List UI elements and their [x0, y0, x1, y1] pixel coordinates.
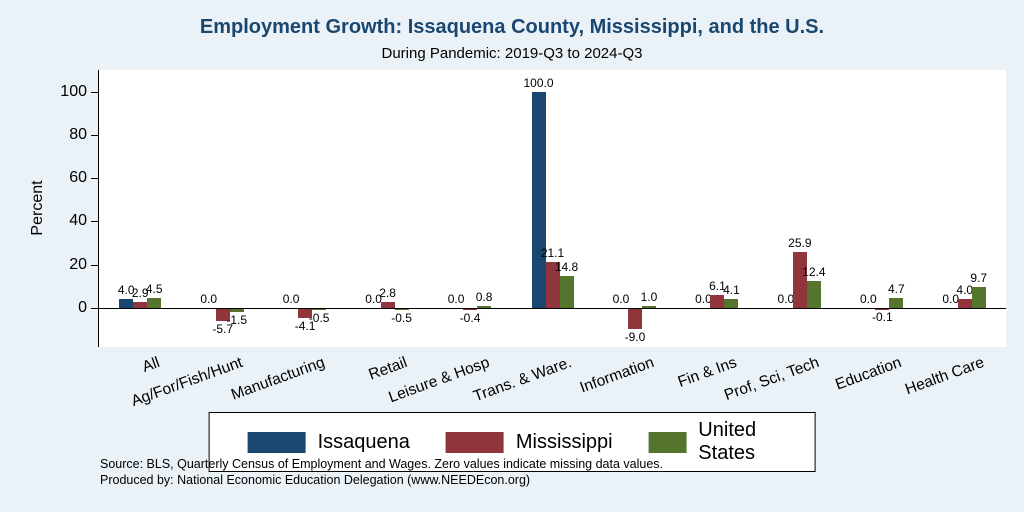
y-tick-mark: [91, 91, 99, 93]
y-tick-label: 100: [60, 82, 87, 100]
bar-value-label: -0.5: [308, 311, 330, 326]
bar-value-label: 0.0: [447, 292, 465, 307]
bar-united-states-ag-for-fish-hunt: [229, 309, 244, 313]
bar-united-states-retail: [394, 309, 409, 311]
bar-value-label: 0.0: [695, 292, 712, 307]
bar-mississippi-trans-ware: [545, 262, 560, 309]
bar-value-label: 0.0: [942, 292, 960, 307]
y-tick-mark: [91, 221, 99, 223]
x-category-label: Manufacturing: [228, 354, 327, 404]
bar-value-label: 100.0: [523, 75, 554, 90]
legend-item-united-states: United States: [648, 419, 777, 465]
legend-swatch-issaquena: [247, 431, 306, 453]
legend: Issaquena Mississippi United States: [208, 412, 816, 472]
y-tick-mark: [91, 178, 99, 180]
bar-value-label: 0.0: [859, 292, 877, 307]
bar-value-label: -0.5: [391, 311, 412, 326]
bar-mississippi-information: [627, 309, 642, 329]
bar-issaquena-trans-ware: [531, 91, 546, 309]
bar-value-label: 4.7: [887, 281, 905, 296]
chart-subtitle: During Pandemic: 2019-Q3 to 2024-Q3: [381, 45, 643, 62]
bar-value-label: 4.5: [145, 282, 163, 297]
y-tick-label: 40: [69, 212, 87, 230]
y-tick-mark: [91, 308, 99, 310]
bar-value-label: 0.0: [200, 292, 218, 307]
bar-value-label: 2.8: [379, 285, 396, 300]
y-tick-label: 0: [78, 299, 87, 317]
bar-value-label: 4.0: [117, 283, 135, 298]
bar-value-label: 0.0: [777, 292, 795, 307]
y-tick-label: 20: [69, 255, 87, 273]
bar-value-label: 21.1: [540, 246, 565, 261]
bar-mississippi-manufacturing: [298, 309, 313, 318]
bar-value-label: -4.1: [294, 318, 316, 333]
bar-united-states-leisure-hosp: [477, 306, 492, 309]
bar-value-label: 0.0: [282, 292, 300, 307]
legend-label-mississippi: Mississippi: [515, 430, 613, 453]
bar-value-label: 9.7: [970, 271, 988, 286]
bar-mississippi-fin-ins: [710, 294, 725, 309]
y-tick-label: 60: [69, 169, 87, 187]
legend-item-mississippi: Mississippi: [445, 430, 613, 454]
x-category-label: Education: [833, 354, 905, 394]
bar-mississippi-ag-for-fish-hunt: [215, 309, 230, 322]
bar-value-label: -0.4: [459, 310, 481, 325]
bar-united-states-manufacturing: [312, 309, 327, 311]
bar-value-label: 25.9: [788, 235, 812, 250]
x-category-label: All: [140, 354, 163, 376]
bar-value-label: 14.8: [554, 260, 579, 275]
legend-item-issaquena: Issaquena: [247, 430, 410, 454]
bar-value-label: 6.1: [709, 278, 726, 293]
bar-united-states-fin-ins: [724, 299, 739, 309]
y-tick-mark: [91, 134, 99, 136]
bar-value-label: 4.0: [956, 283, 974, 298]
bar-mississippi-health-care: [957, 299, 972, 309]
legend-swatch-mississippi: [445, 431, 504, 453]
y-tick-label: 80: [69, 125, 87, 143]
bar-value-label: 0.0: [365, 292, 382, 307]
bar-value-label: 12.4: [802, 265, 826, 280]
x-category-label: Health Care: [903, 354, 987, 399]
chart-title: Employment Growth: Issaquena County, Mis…: [199, 16, 825, 38]
legend-swatch-united-states: [648, 431, 687, 453]
bar-mississippi-prof-sci-tech: [792, 251, 807, 309]
bar-mississippi-retail: [380, 301, 395, 309]
plot-area: 0 20 40 60 80 100 All 4.0 2.9 4.5 Ag/For/Fish/Hunt…: [60, 70, 1006, 410]
bar-mississippi-all: [133, 301, 148, 309]
bar-value-label: 2.9: [131, 285, 149, 300]
x-category-label: Retail: [366, 354, 410, 384]
x-axis-line: [99, 308, 1006, 310]
source-note: Source: BLS, Quarterly Census of Employm…: [100, 457, 664, 471]
legend-label-united-states: United States: [698, 419, 757, 464]
bar-value-label: 4.1: [723, 283, 740, 298]
bar-united-states-prof-sci-tech: [806, 281, 821, 309]
x-category-label: Prof, Sci, Tech: [722, 354, 822, 405]
bar-united-states-trans-ware: [559, 276, 574, 309]
bar-value-label: 0.0: [612, 292, 630, 307]
bar-united-states-education: [889, 297, 904, 309]
bar-mississippi-leisure-hosp: [463, 309, 478, 310]
bar-value-label: -9.0: [624, 329, 646, 344]
bar-united-states-all: [147, 298, 162, 309]
bar-issaquena-all: [119, 299, 134, 309]
x-category-label: Information: [578, 354, 657, 397]
legend-label-issaquena: Issaquena: [317, 430, 410, 453]
bar-value-label: -5.7: [212, 322, 234, 337]
bar-value-label: 1.0: [640, 289, 658, 304]
bar-value-label: -1.5: [226, 313, 248, 328]
bar-united-states-health-care: [971, 287, 986, 309]
bar-value-label: -0.1: [871, 310, 893, 325]
producer-note: Produced by: National Economic Education…: [100, 473, 531, 487]
bar-united-states-information: [641, 305, 656, 309]
bar-value-label: 0.8: [475, 290, 493, 305]
y-tick-mark: [91, 264, 99, 266]
